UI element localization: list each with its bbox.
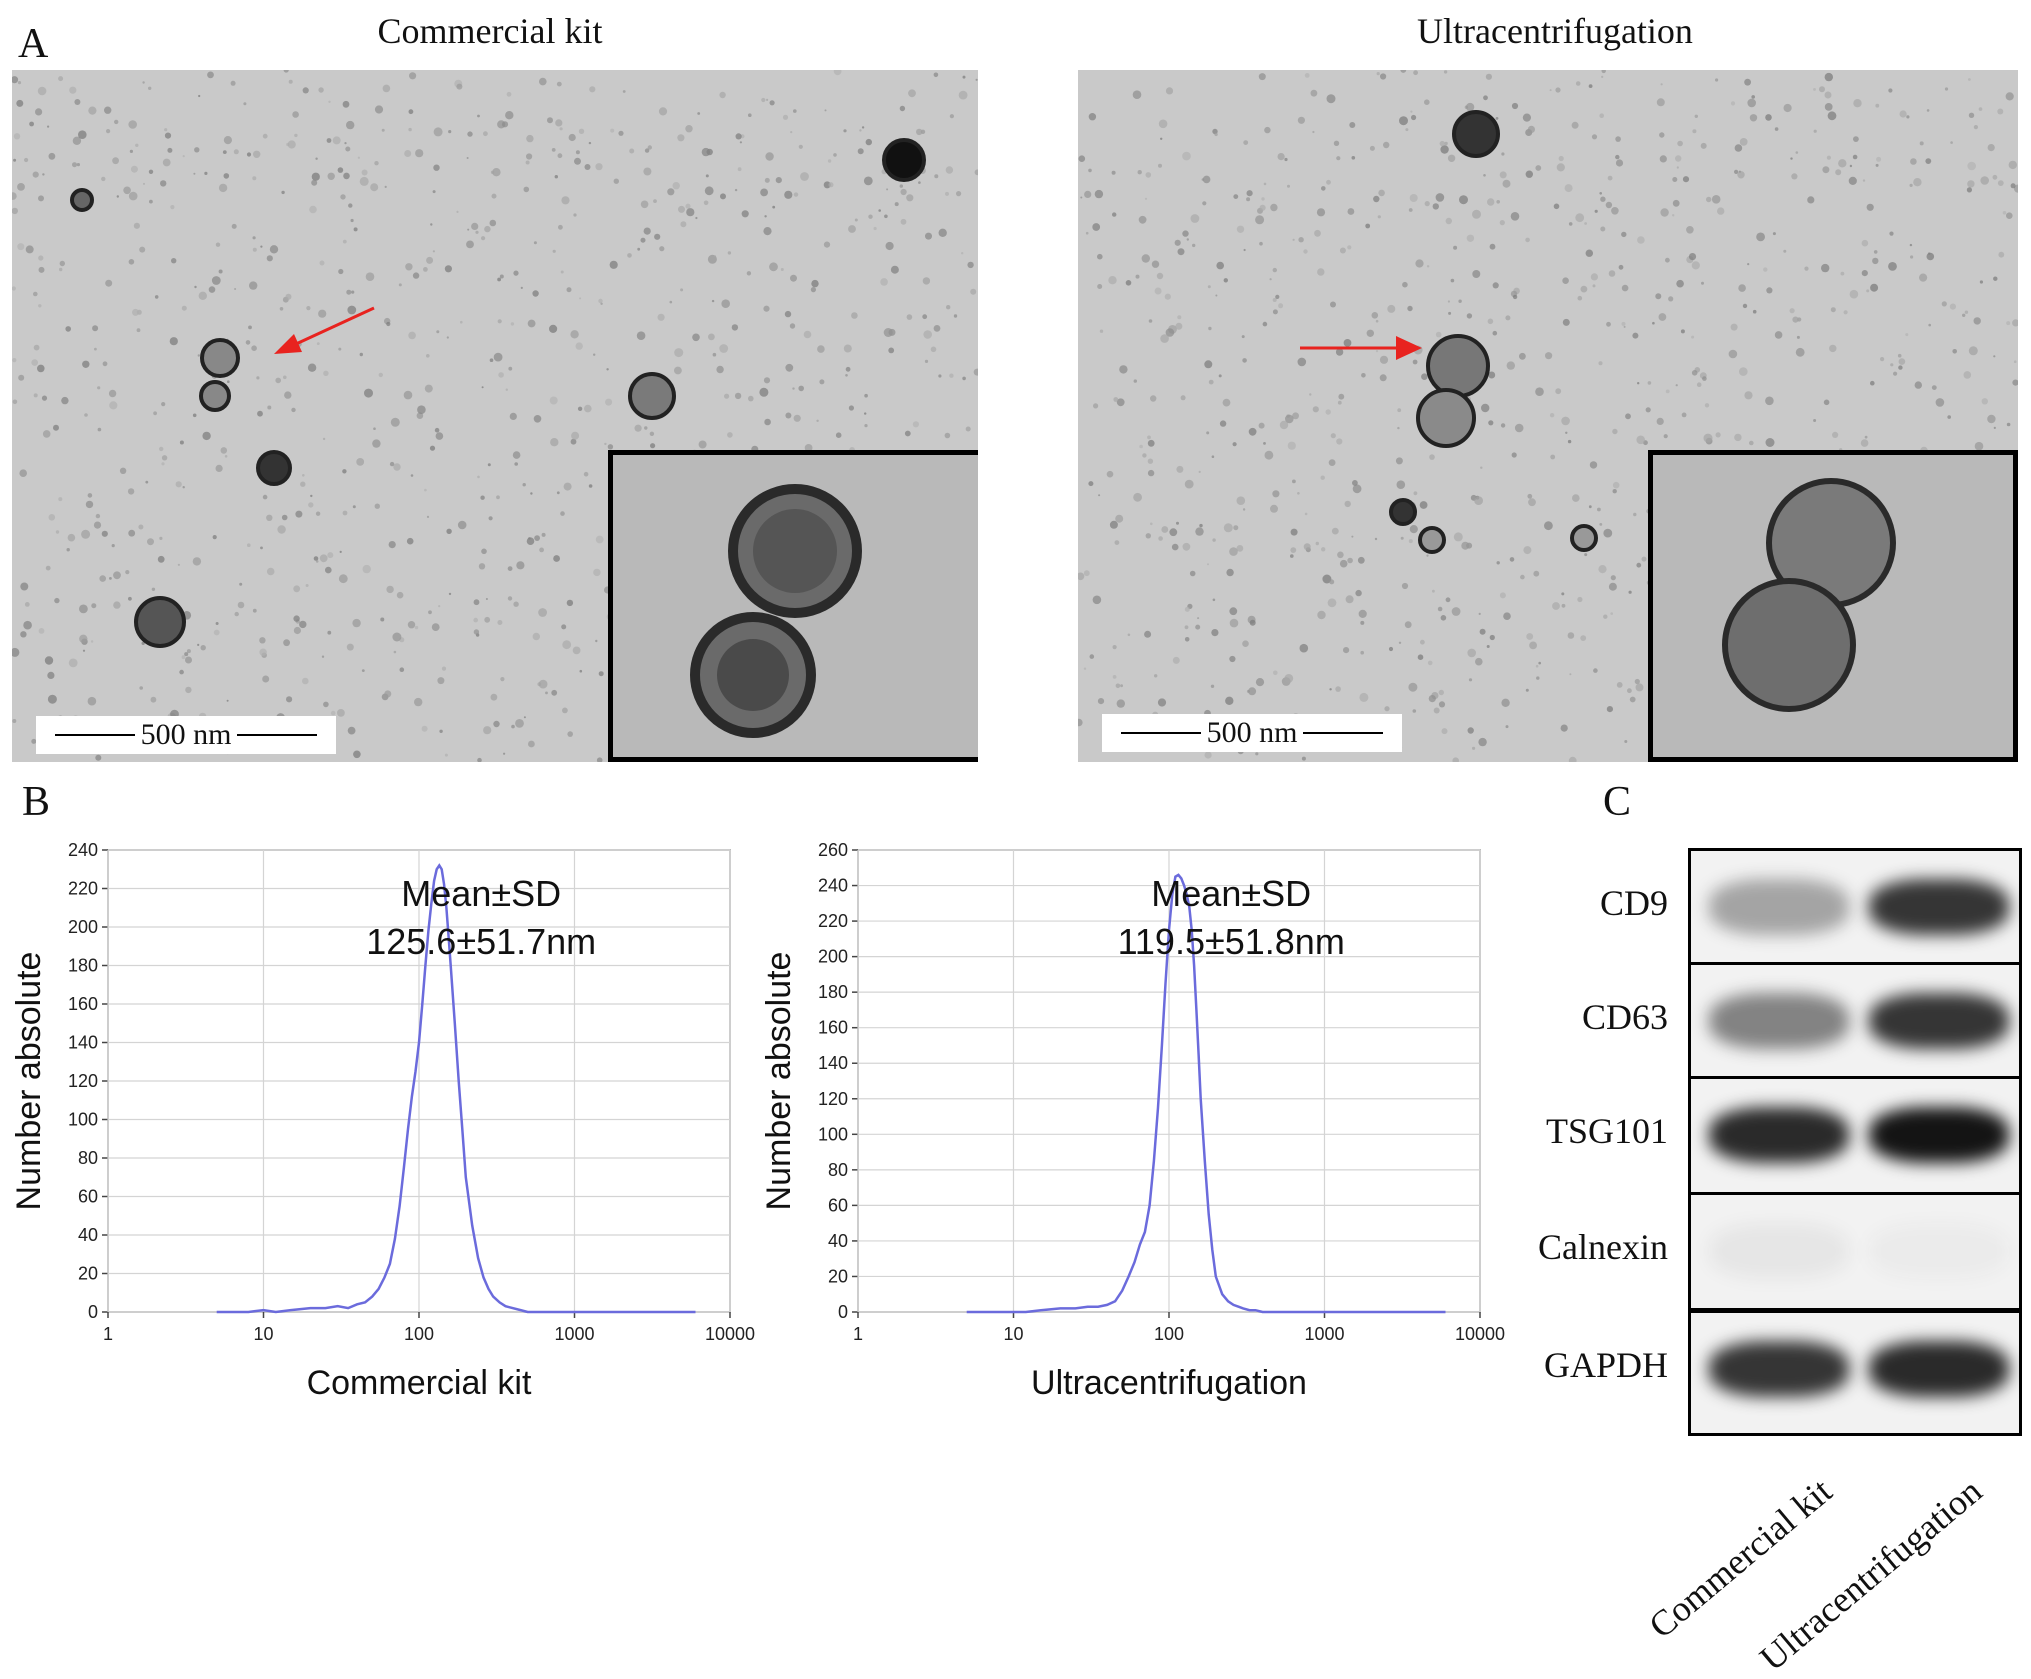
blot-row-label: CD9 (1599, 883, 1668, 923)
y-tick-label: 220 (818, 911, 848, 931)
blot-band (1869, 879, 2009, 935)
tem-vesicles (1389, 110, 1598, 554)
blot-band (1869, 993, 2009, 1049)
y-tick-label: 20 (78, 1264, 98, 1284)
x-tick-label: 100 (404, 1324, 434, 1344)
y-tick-label: 80 (78, 1148, 98, 1168)
y-tick-label: 160 (818, 1018, 848, 1038)
scale-bar-left: 500 nm (36, 716, 336, 754)
y-tick-label: 120 (68, 1071, 98, 1091)
tem-image-ultracentrifugation: 500 nm (1078, 70, 2018, 762)
stats-annotation-value: 125.6±51.7nm (366, 921, 596, 962)
tem-right-inset (1648, 450, 2018, 762)
y-tick-label: 240 (818, 876, 848, 896)
y-axis-label: Number absolute (10, 952, 48, 1211)
x-tick-label: 1 (853, 1324, 863, 1344)
size-distribution-chart-commercial-kit: 0 20 40 60 80 100 120 140 160 180 200 220 240 1 10 100 1… (0, 830, 780, 1410)
chart-commercial-kit-svg: 0 20 40 60 80 100 120 140 160 180 200 220 240 1 10 100 1… (10, 840, 755, 1402)
tem-left-inset-vesicles (690, 484, 862, 738)
y-tick-label: 180 (818, 982, 848, 1002)
x-tick-label: 10 (1003, 1324, 1023, 1344)
x-tick-label: 1 (103, 1324, 113, 1344)
y-axis-label: Number absolute (760, 952, 798, 1211)
arrow-indicator-left (274, 306, 375, 354)
tem-image-commercial-kit: 500 nm (12, 70, 978, 762)
blot-band (1709, 993, 1849, 1049)
y-tick-label: 0 (838, 1302, 848, 1322)
tem-vesicles (70, 138, 926, 648)
tem-right-title: Ultracentrifugation (1417, 11, 1693, 51)
y-tick-label: 60 (828, 1195, 848, 1215)
x-tick-label: 1000 (1304, 1324, 1344, 1344)
stats-annotation-title: Mean±SD (401, 873, 561, 914)
y-tick-label: 260 (818, 840, 848, 860)
x-axis-label: Ultracentrifugation (1031, 1364, 1307, 1402)
x-tick-label: 10000 (705, 1324, 755, 1344)
blot-band (1709, 1341, 1849, 1397)
y-tick-label: 220 (68, 879, 98, 899)
panel-label-b: B (22, 779, 51, 825)
blot-row-label: GAPDH (1543, 1345, 1668, 1385)
x-tick-label: 10000 (1455, 1324, 1505, 1344)
stats-annotation-title: Mean±SD (1151, 873, 1311, 914)
scale-bar-left-label: 500 nm (140, 718, 232, 751)
blot-strip (1688, 1076, 2022, 1195)
blot-band (1709, 879, 1849, 935)
blot-strip (1688, 962, 2022, 1081)
blot-band (1709, 1107, 1849, 1163)
y-tick-label: 140 (68, 1033, 98, 1053)
y-tick-label: 20 (828, 1266, 848, 1286)
y-tick-label: 180 (68, 956, 98, 976)
y-tick-label: 40 (78, 1225, 98, 1245)
y-tick-label: 40 (828, 1231, 848, 1251)
scale-bar-right-label: 500 nm (1206, 716, 1298, 749)
stats-annotation-value: 119.5±51.8nm (1118, 921, 1345, 962)
x-tick-label: 10 (253, 1324, 273, 1344)
blot-band (1869, 1341, 2009, 1397)
size-distribution-line (966, 873, 1446, 1314)
tem-right-inset-vesicles (1722, 478, 1896, 712)
blot-band (1869, 1223, 2009, 1279)
y-tick-label: 200 (818, 947, 848, 967)
x-tick-label: 1000 (554, 1324, 594, 1344)
tem-left-inset (608, 450, 978, 762)
y-tick-label: 0 (88, 1302, 98, 1322)
blot-strip (1688, 848, 2022, 967)
blot-band (1869, 1107, 2009, 1163)
y-tick-label: 140 (818, 1053, 848, 1073)
size-distribution-line (216, 863, 696, 1314)
scale-bar-right: 500 nm (1102, 714, 1402, 752)
tem-left-title: Commercial kit (377, 11, 603, 51)
blot-strip (1688, 1310, 2022, 1436)
y-tick-label: 200 (68, 917, 98, 937)
y-tick-label: 240 (68, 840, 98, 860)
y-tick-label: 120 (818, 1089, 848, 1109)
y-tick-label: 60 (78, 1187, 98, 1207)
blot-row-label: Calnexin (1538, 1227, 1668, 1267)
blot-row-label: CD63 (1581, 997, 1668, 1037)
blot-row-label: TSG101 (1545, 1111, 1668, 1151)
arrow-indicator-right (1300, 336, 1422, 360)
chart-ultracentrifugation-svg: 0 20 40 60 80 100 120 140 160 180 200 220 240 260 1 10 1… (760, 840, 1505, 1402)
x-axis-label: Commercial kit (307, 1364, 532, 1402)
y-tick-label: 100 (818, 1124, 848, 1144)
panel-label-a: A (18, 21, 49, 67)
y-tick-label: 160 (68, 994, 98, 1014)
blot-strip (1688, 1192, 2022, 1311)
y-tick-label: 80 (828, 1160, 848, 1180)
y-tick-label: 100 (68, 1110, 98, 1130)
x-tick-label: 100 (1154, 1324, 1184, 1344)
size-distribution-chart-ultracentrifugation: 0 20 40 60 80 100 120 140 160 180 200 220 240 260 1 10 1… (750, 830, 1530, 1410)
blot-band (1709, 1223, 1849, 1279)
panel-label-c: C (1603, 779, 1632, 825)
